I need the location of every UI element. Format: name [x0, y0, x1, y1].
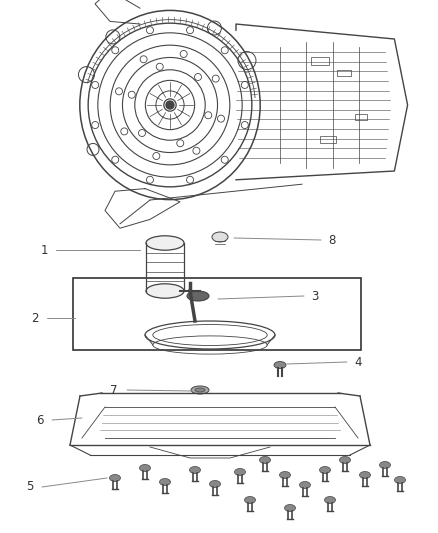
Ellipse shape [244, 497, 255, 504]
Ellipse shape [325, 497, 336, 504]
Ellipse shape [212, 232, 228, 242]
Ellipse shape [274, 361, 286, 368]
Ellipse shape [209, 481, 220, 488]
Ellipse shape [279, 472, 290, 479]
Text: 2: 2 [31, 311, 39, 325]
Bar [73, 278, 361, 350]
Ellipse shape [146, 284, 184, 298]
Ellipse shape [395, 477, 406, 483]
Ellipse shape [339, 456, 350, 464]
Bar [337, 70, 351, 76]
Ellipse shape [110, 474, 120, 481]
Bar [311, 56, 329, 64]
Ellipse shape [139, 464, 151, 472]
Ellipse shape [190, 466, 201, 473]
Text: 3: 3 [311, 289, 319, 303]
Ellipse shape [259, 456, 271, 464]
Ellipse shape [187, 291, 209, 301]
Ellipse shape [285, 505, 296, 512]
Text: 7: 7 [110, 384, 118, 397]
Text: 4: 4 [354, 356, 362, 368]
Ellipse shape [300, 481, 311, 489]
Ellipse shape [379, 462, 391, 469]
Ellipse shape [191, 386, 209, 394]
Bar [320, 136, 336, 143]
Text: 1: 1 [40, 244, 48, 256]
Text: 6: 6 [36, 414, 44, 426]
Text: 8: 8 [328, 233, 336, 246]
Text: 5: 5 [26, 481, 34, 494]
Ellipse shape [319, 466, 331, 473]
Ellipse shape [146, 236, 184, 250]
Ellipse shape [234, 469, 246, 475]
Ellipse shape [360, 472, 371, 479]
Circle shape [166, 101, 174, 109]
Ellipse shape [195, 388, 205, 392]
Ellipse shape [159, 479, 170, 486]
Bar [355, 114, 367, 120]
